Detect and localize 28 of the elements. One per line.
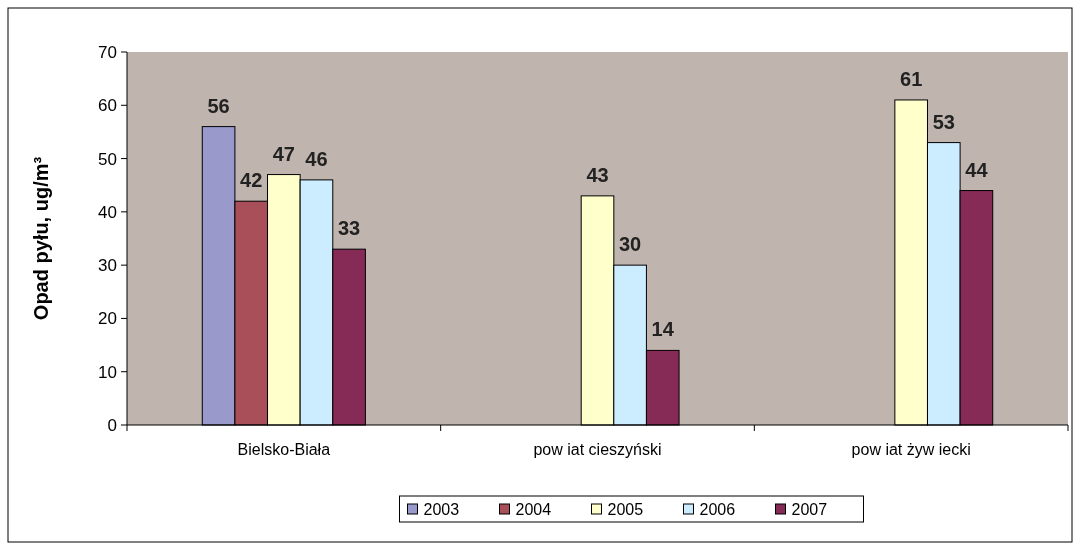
y-tick-label: 70 xyxy=(98,42,117,62)
data-label: 53 xyxy=(932,110,955,133)
legend-label: 2003 xyxy=(423,500,460,518)
data-label: 56 xyxy=(207,94,230,117)
legend-label: 2004 xyxy=(515,500,552,518)
y-tick-label: 20 xyxy=(98,309,117,329)
legend-label: 2006 xyxy=(699,500,736,518)
data-label: 30 xyxy=(619,233,642,256)
x-tick-label: pow iat żyw iecki xyxy=(851,441,971,458)
x-tick-label: Bielsko-Biała xyxy=(237,441,331,458)
y-axis-title: Opad pyłu, ug/m³ xyxy=(30,156,52,321)
y-tick-label: 10 xyxy=(98,362,117,382)
y-tick-label: 40 xyxy=(98,202,117,222)
data-label: 46 xyxy=(305,147,328,170)
x-tick-label: pow iat cieszyński xyxy=(533,441,662,458)
legend-label: 2007 xyxy=(791,500,828,518)
data-label: 42 xyxy=(240,169,263,192)
y-tick-label: 0 xyxy=(107,415,117,435)
data-label: 43 xyxy=(586,163,609,186)
data-label: 44 xyxy=(965,158,989,181)
data-label: 47 xyxy=(272,142,295,165)
y-tick-label: 60 xyxy=(98,96,117,116)
data-label: 61 xyxy=(900,67,923,90)
legend-label: 2005 xyxy=(607,500,644,518)
y-tick-label: 30 xyxy=(98,256,117,276)
data-label: 33 xyxy=(337,217,361,240)
y-tick-label: 50 xyxy=(98,149,117,169)
data-label: 14 xyxy=(651,318,675,341)
